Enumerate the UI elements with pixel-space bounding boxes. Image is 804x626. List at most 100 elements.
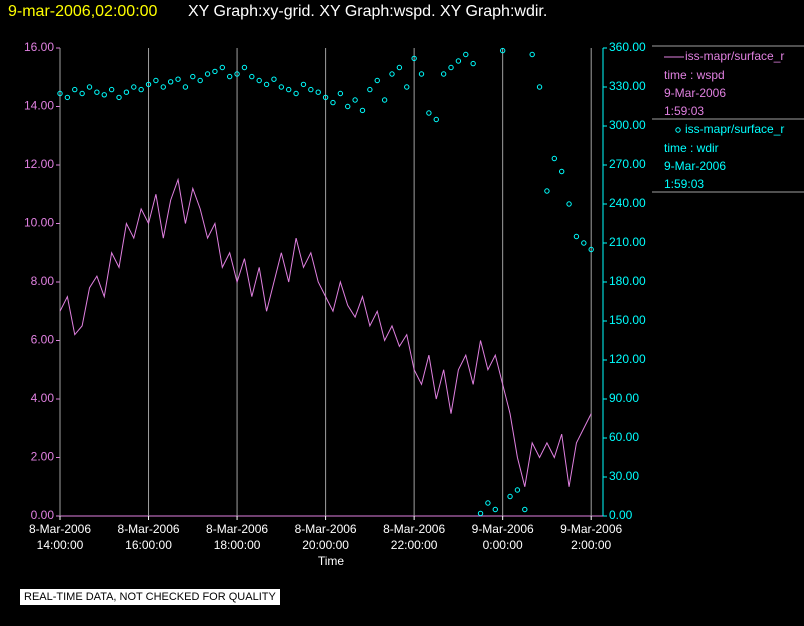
wdir-point (404, 84, 410, 90)
y2-tick-label: 300.00 (609, 118, 646, 132)
wdir-point (293, 90, 299, 97)
wdir-point (182, 84, 189, 90)
y-tick-label: 12.00 (24, 157, 54, 171)
wdir-point (345, 103, 351, 110)
wdir-point (315, 89, 321, 95)
wdir-point (278, 84, 285, 90)
wdir-point (131, 84, 137, 90)
x-tick-label: 14:00:00 (37, 538, 84, 552)
wdir-point (337, 90, 344, 97)
wdir-point (470, 60, 476, 67)
wdir-point (396, 64, 403, 71)
wdir-point (256, 77, 262, 84)
wdir-point (374, 77, 380, 84)
wdir-point (190, 73, 196, 80)
wdir-point (455, 58, 462, 64)
wdir-point (536, 84, 543, 90)
legend-swatch (675, 127, 681, 133)
wdir-point (123, 89, 130, 95)
x-tick-label: 0:00:00 (483, 538, 523, 552)
x-tick-label: 8-Mar-2006 (383, 522, 445, 536)
y-tick-label: 2.00 (31, 450, 55, 464)
wdir-point (588, 246, 594, 253)
wdir-point (167, 79, 174, 85)
wdir-point (86, 84, 93, 90)
x-tick-label: 8-Mar-2006 (295, 522, 357, 536)
wdir-point (271, 76, 277, 82)
y2-tick-label: 30.00 (609, 469, 639, 483)
wdir-point (79, 90, 85, 97)
wdir-point (138, 86, 144, 93)
wdir-point (322, 94, 329, 101)
wdir-point (153, 77, 159, 84)
wdir-point (94, 89, 100, 95)
wdir-point (286, 86, 292, 93)
y2-tick-label: 360.00 (609, 40, 646, 54)
x-tick-label: 8-Mar-2006 (206, 522, 268, 536)
wdir-point (160, 84, 166, 90)
wdir-point (64, 94, 71, 101)
y2-tick-label: 180.00 (609, 274, 646, 288)
x-axis-label: Time (318, 554, 345, 568)
legend-detail: 1:59:03 (664, 177, 704, 191)
wdir-point (108, 86, 115, 93)
wdir-point (72, 86, 78, 93)
legend-name: iss-mapr/surface_r (685, 49, 784, 63)
wdir-point (57, 90, 63, 97)
wdir-point (263, 81, 270, 88)
wdir-point (566, 201, 572, 207)
wdir-point (492, 506, 498, 513)
wdir-point (381, 97, 388, 103)
wdir-point (219, 64, 226, 71)
y2-tick-label: 0.00 (609, 508, 633, 522)
wdir-point (101, 92, 107, 98)
wdir-point (529, 51, 535, 58)
wdir-point (226, 73, 233, 80)
wdir-point (359, 107, 366, 114)
x-tick-label: 8-Mar-2006 (118, 522, 180, 536)
wdir-point (544, 188, 550, 194)
legend-detail: 1:59:03 (664, 104, 704, 118)
legend-detail: time : wspd (664, 68, 725, 82)
wdir-point (212, 68, 218, 75)
wdir-point (440, 71, 447, 77)
y2-tick-label: 150.00 (609, 313, 646, 327)
y-tick-label: 14.00 (24, 99, 54, 113)
y-tick-label: 6.00 (31, 333, 55, 347)
wdir-point (418, 71, 425, 77)
y2-tick-label: 240.00 (609, 196, 646, 210)
wdir-point (300, 81, 307, 88)
wdir-point (367, 86, 373, 93)
wdir-point (204, 71, 211, 77)
wdir-point (433, 116, 439, 123)
legend-detail: 9-Mar-2006 (664, 159, 726, 173)
x-tick-label: 16:00:00 (125, 538, 172, 552)
wdir-point (448, 64, 454, 71)
legend-detail: time : wdir (664, 141, 719, 155)
wdir-point (573, 233, 580, 240)
x-tick-label: 8-Mar-2006 (29, 522, 91, 536)
x-tick-label: 9-Mar-2006 (560, 522, 622, 536)
y-tick-label: 8.00 (31, 274, 55, 288)
y-tick-label: 4.00 (31, 391, 55, 405)
wdir-point (308, 86, 314, 93)
wdir-point (551, 155, 558, 162)
wdir-point (477, 510, 484, 517)
wdir-point (411, 55, 417, 62)
quality-note: REAL-TIME DATA, NOT CHECKED FOR QUALITY (20, 589, 280, 605)
wdir-point (499, 47, 506, 54)
y2-tick-label: 90.00 (609, 391, 639, 405)
y2-tick-label: 120.00 (609, 352, 646, 366)
wdir-point (249, 73, 255, 80)
wdir-point (234, 71, 240, 77)
wdir-point (175, 76, 181, 82)
wdir-point (514, 487, 521, 493)
x-tick-label: 20:00:00 (302, 538, 349, 552)
y2-tick-label: 210.00 (609, 235, 646, 249)
x-tick-label: 22:00:00 (391, 538, 438, 552)
x-tick-label: 9-Mar-2006 (472, 522, 534, 536)
y2-tick-label: 330.00 (609, 79, 646, 93)
wdir-point (241, 64, 248, 71)
